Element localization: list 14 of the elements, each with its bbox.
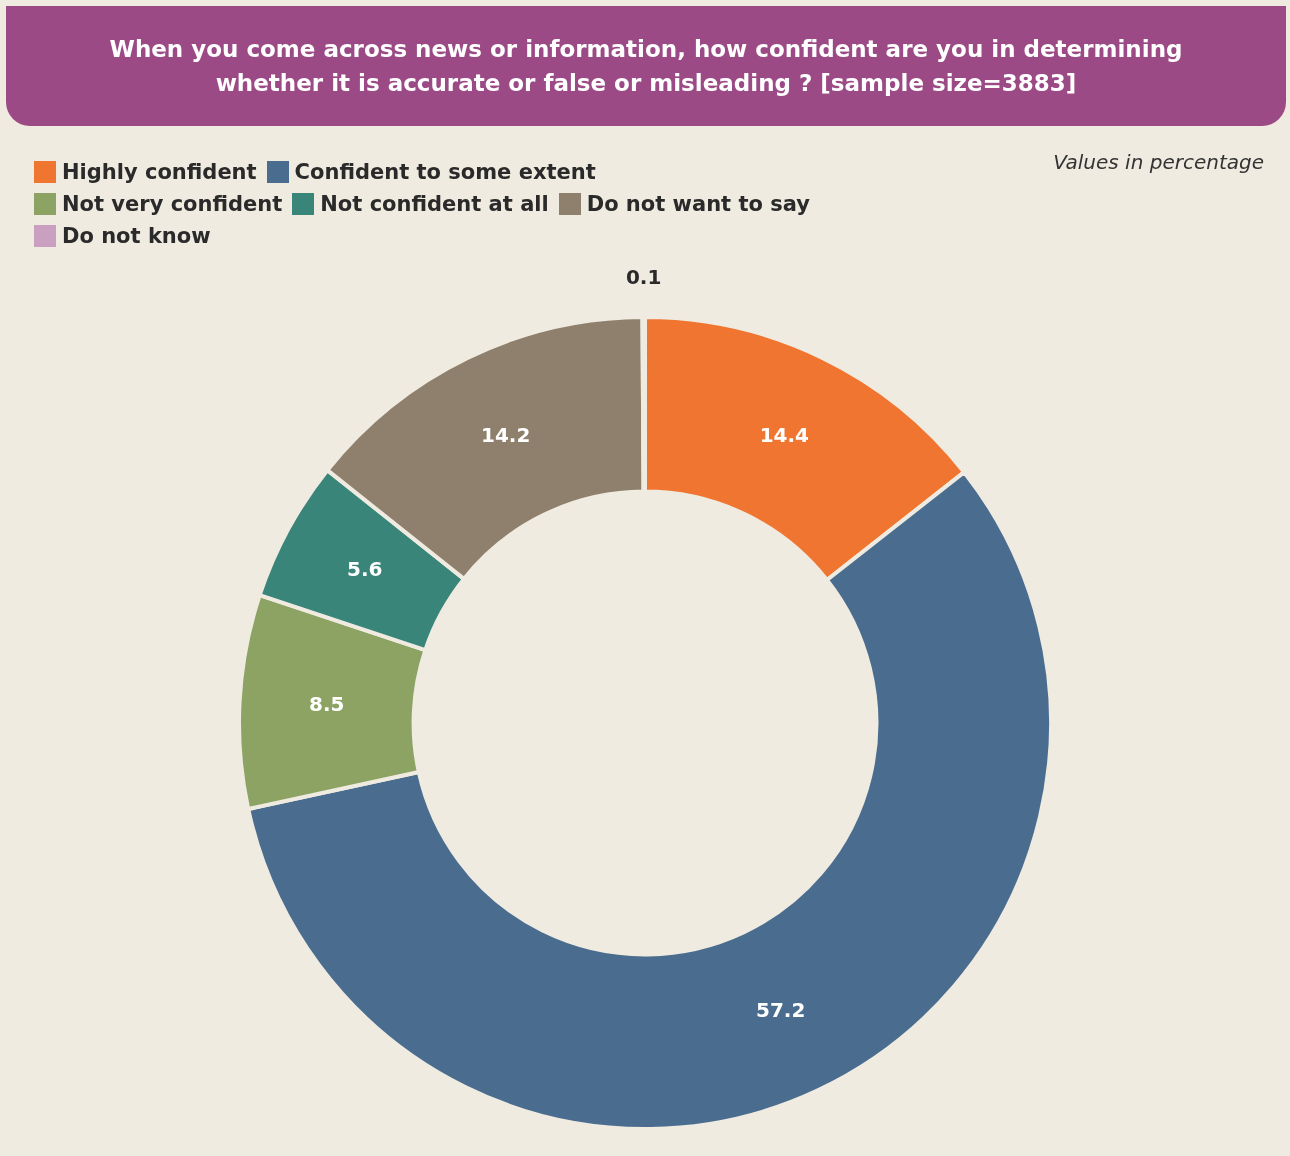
text: Values in percentage	[1053, 150, 1264, 174]
data-label: 14.4	[759, 422, 809, 447]
legend-label: Not very confident	[62, 192, 283, 216]
data-label: 5.6	[347, 557, 383, 582]
legend-label: Do not want to say	[586, 192, 810, 216]
legend-label: Confident to some extent	[294, 160, 596, 184]
data-label: 14.2	[481, 422, 531, 447]
legend-label: Not confident at all	[320, 192, 549, 216]
legend-label: Do not know	[62, 224, 211, 248]
legend-label: Highly confident	[62, 160, 257, 184]
chart-title: When you come across news or information, how confident are you in determining whether it is accurate or false or misleading ? [sample size=3883]	[6, 6, 1286, 126]
data-label: 57.2	[756, 997, 806, 1022]
data-label: 8.5	[309, 692, 345, 717]
data-label: 0.1	[625, 265, 662, 290]
